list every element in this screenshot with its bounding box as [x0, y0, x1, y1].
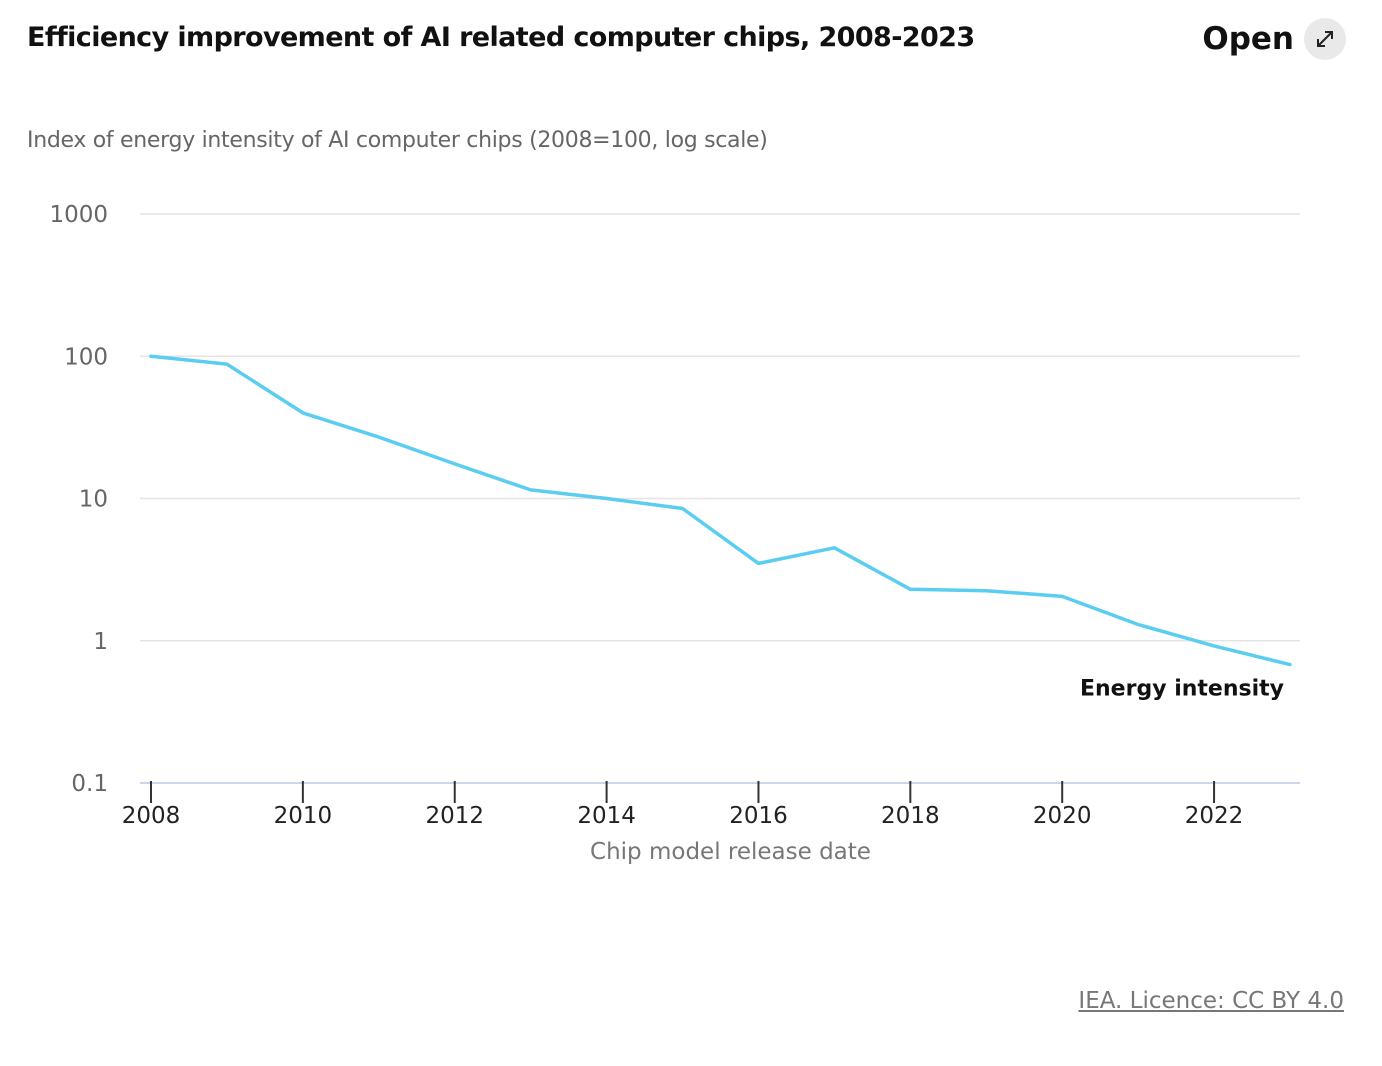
x-axis — [140, 781, 1300, 803]
series-layer — [149, 354, 1292, 667]
y-tick-label: 1000 — [49, 202, 108, 228]
open-label: Open — [1202, 21, 1294, 57]
x-axis-title: Chip model release date — [590, 839, 871, 865]
y-tick-labels: 0.1 1 10 100 1000 — [49, 202, 108, 797]
x-tick-label: 2012 — [425, 803, 484, 829]
series-line-energy-intensity — [149, 354, 1292, 667]
y-tick-label: 10 — [79, 487, 108, 513]
x-tick-labels: 2008 2010 2012 2014 2016 2018 2020 2022 — [122, 803, 1244, 829]
series-label-energy-intensity: Energy intensity — [1080, 677, 1284, 702]
x-tick-label: 2008 — [122, 803, 181, 829]
y-tick-label: 100 — [64, 344, 108, 370]
x-tick-label: 2016 — [729, 803, 788, 829]
x-tick-label: 2022 — [1185, 803, 1244, 829]
chart-subtitle: Index of energy intensity of AI computer… — [27, 128, 768, 153]
source-licence-link[interactable]: IEA. Licence: CC BY 4.0 — [1078, 988, 1344, 1014]
expand-arrows-icon — [1304, 18, 1346, 60]
y-tick-label: 0.1 — [71, 771, 108, 797]
chart-title: Efficiency improvement of AI related com… — [27, 22, 975, 53]
y-tick-label: 1 — [93, 629, 108, 655]
x-tick-label: 2020 — [1033, 803, 1092, 829]
x-tick-label: 2010 — [274, 803, 333, 829]
x-tick-label: 2018 — [881, 803, 940, 829]
open-button[interactable]: Open — [1202, 18, 1346, 60]
grid-lines — [140, 213, 1300, 642]
x-tick-label: 2014 — [577, 803, 636, 829]
